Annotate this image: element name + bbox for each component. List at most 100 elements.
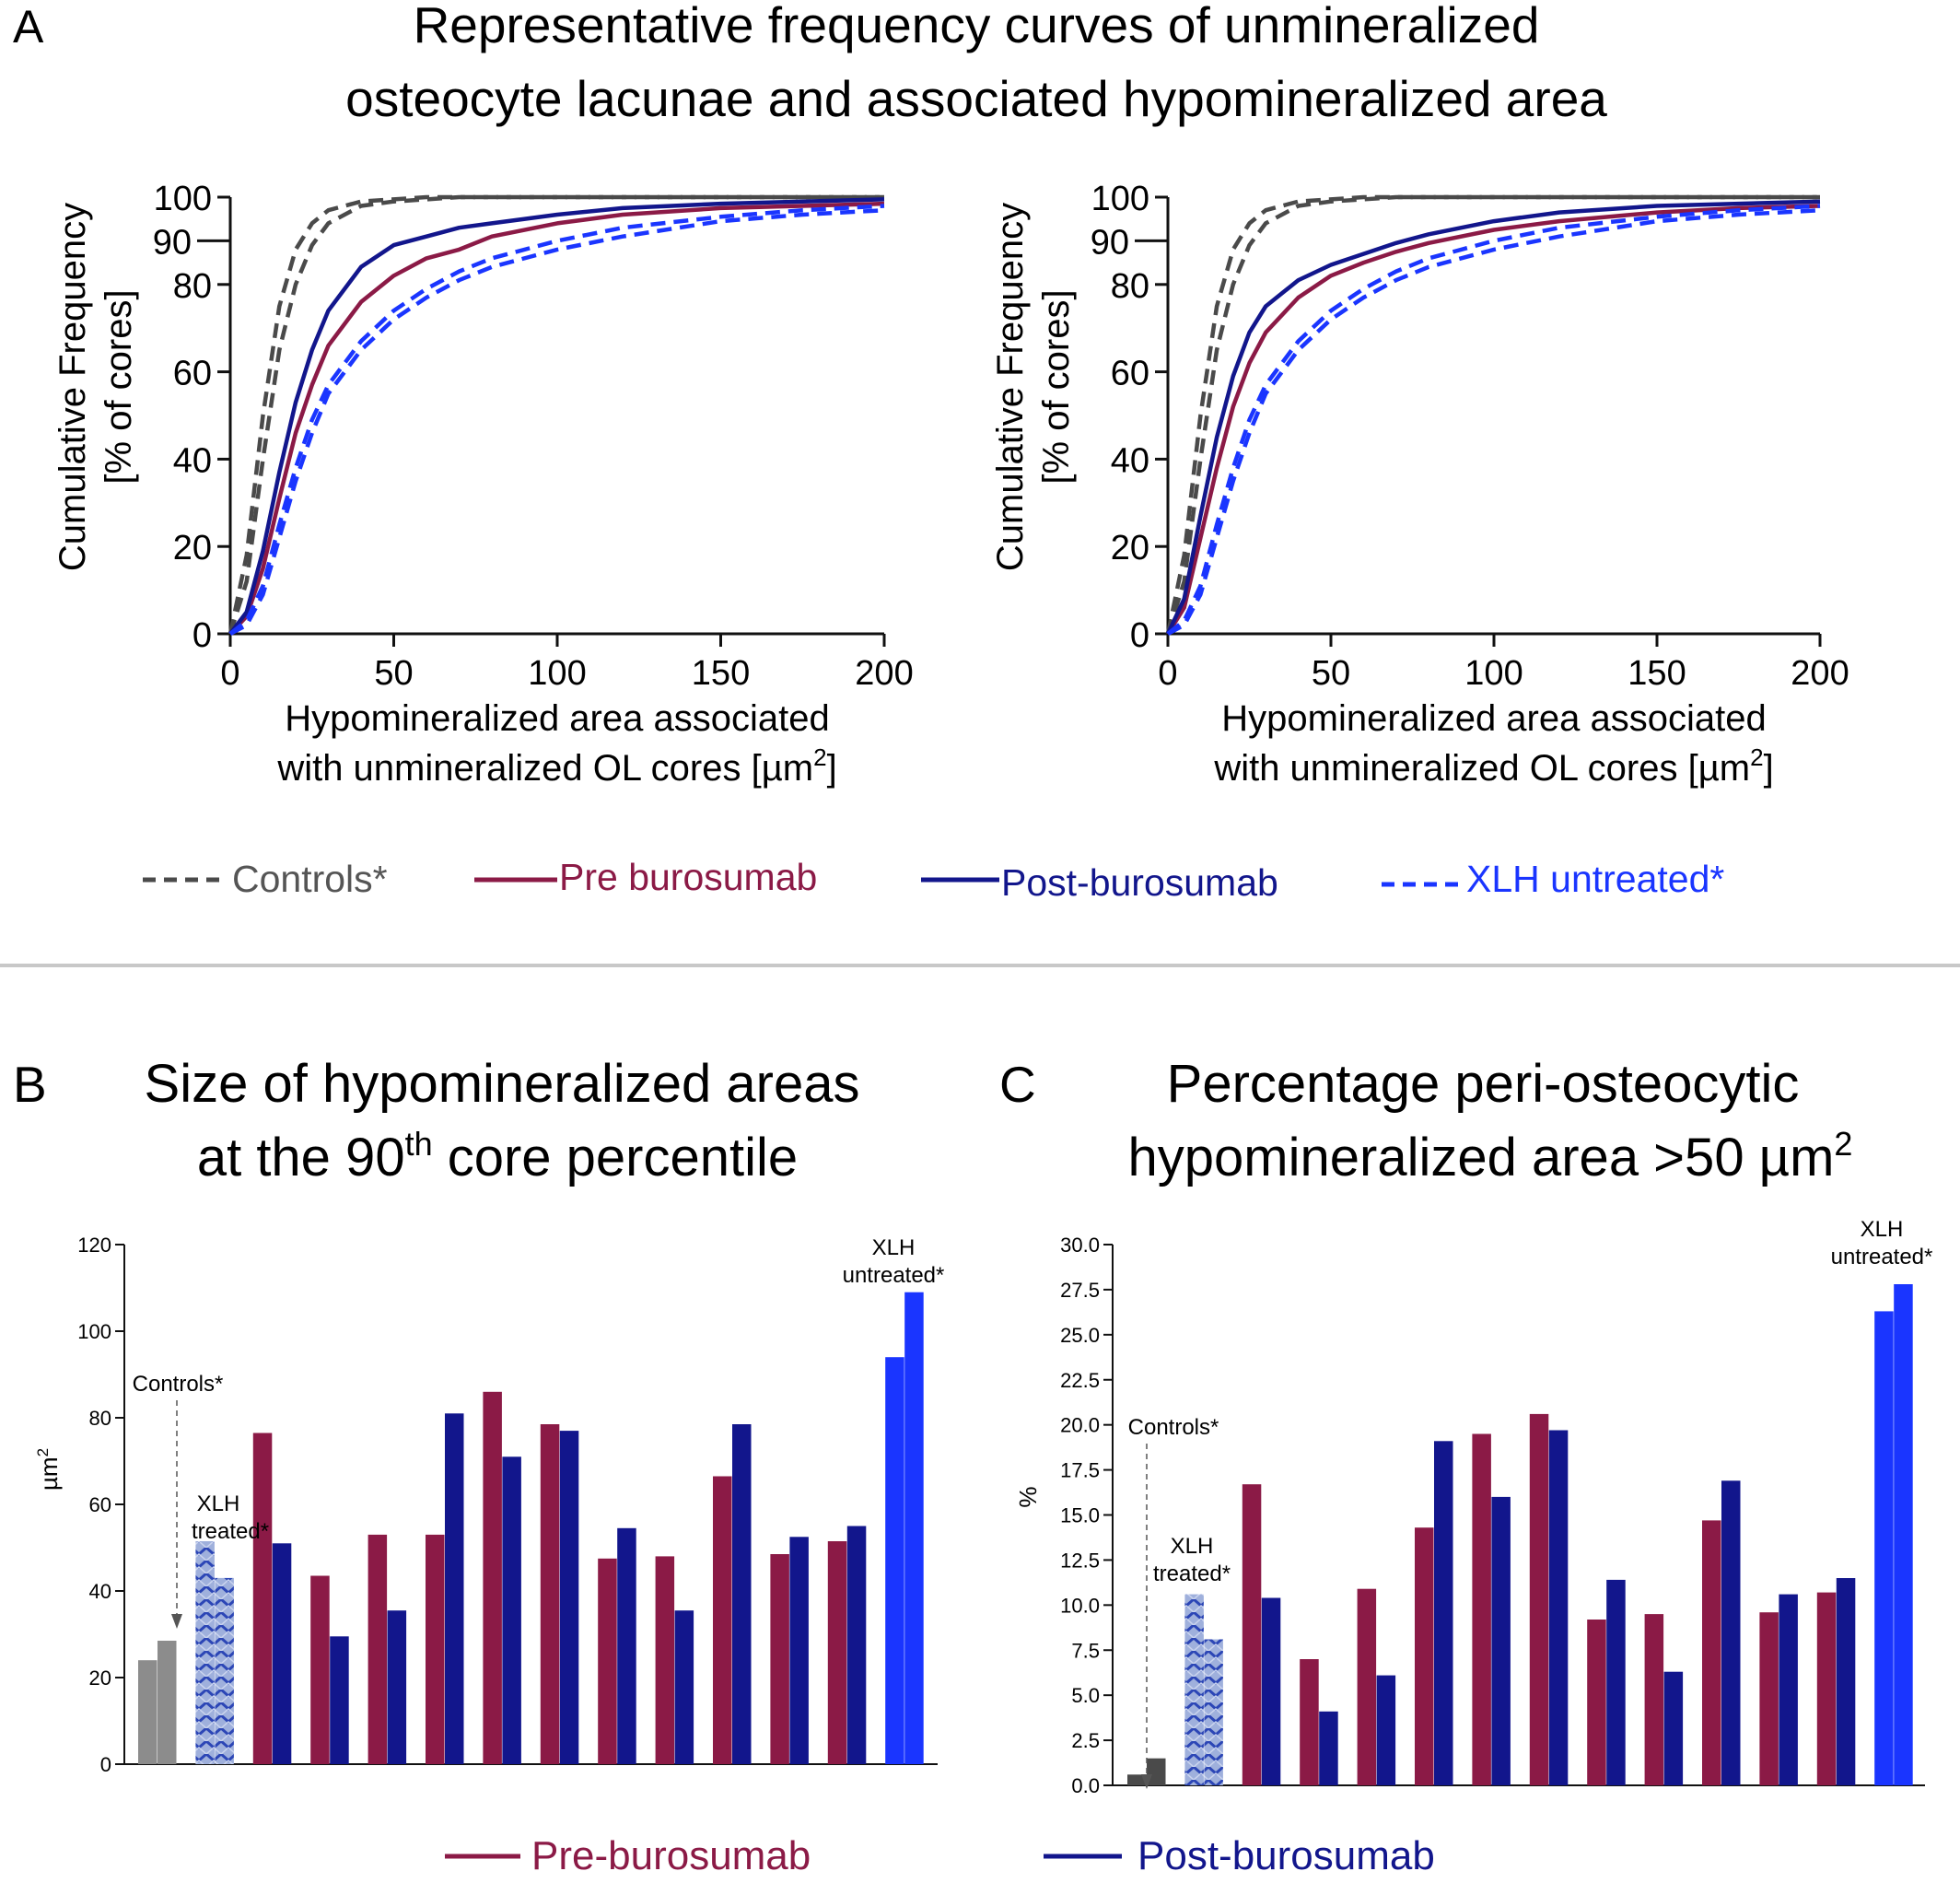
bar-c-ytick-label: 20.0 <box>1060 1414 1100 1437</box>
curve-left-xtick-label: 50 <box>374 654 413 693</box>
bar-b-controls-arrowhead <box>171 1614 182 1629</box>
bar-c-ytick-label: 0.0 <box>1071 1774 1100 1797</box>
bar-b-ylabel: µm2 <box>34 1448 63 1491</box>
bar-c-treated-label2: treated* <box>1153 1561 1231 1586</box>
bar-c-patient-bar <box>1606 1579 1626 1785</box>
curve-left-series-post-3 <box>228 197 885 636</box>
bar-chart-c: 0.0 2.5 5.0 7.5 10.0 12.5 15.0 17.5 20.0 22.5 25.0… <box>1014 1217 1932 1797</box>
legend-bc: Pre-burosumab Post-burosumab <box>445 1833 1435 1878</box>
bar-chart-c-area: 0.0 2.5 5.0 7.5 10.0 12.5 15.0 17.5 20.0 22.5 25.0… <box>1060 1234 1925 1797</box>
bar-c-ytick-label: 7.5 <box>1071 1639 1100 1662</box>
curve-right-xtick-label: 100 <box>1464 654 1522 693</box>
legend-bc-pre-label: Pre-burosumab <box>531 1833 811 1878</box>
bar-b-patient-bar <box>387 1610 407 1764</box>
curve-right-series-post-3 <box>1165 199 1821 635</box>
curve-left-ytick-label: 0 <box>192 616 212 655</box>
panel-a-title-line2: osteocyte lacunae and associated hypomin… <box>345 70 1607 127</box>
curve-plot-right: 0 20 40 60 80 90 100 0 50 100 150 200 Cumulative Fr… <box>990 180 1849 789</box>
bar-c-patient-bar <box>1663 1671 1684 1785</box>
bar-b-patient-bar <box>732 1424 752 1764</box>
bar-b-patient-bar <box>272 1543 292 1764</box>
bar-c-ytick-label: 25.0 <box>1060 1324 1100 1347</box>
curve-right-ytick-label: 80 <box>1111 267 1149 306</box>
curve-right-series-pre-2 <box>1166 204 1821 636</box>
bar-b-patient-bar <box>713 1476 732 1764</box>
bar-c-control-bar <box>1127 1774 1147 1785</box>
bar-c-patient-bar <box>1319 1711 1338 1785</box>
curve-right-series-controls-0 <box>1165 194 1820 635</box>
bar-c-ytick-label: 2.5 <box>1071 1729 1100 1752</box>
legend-a: Controls* Pre burosumab Post-burosumab X… <box>143 856 1724 904</box>
xlabel-left-sup: 2 <box>813 743 826 771</box>
bar-b-patient-bar <box>655 1556 675 1764</box>
bar-b-treated-label1: XLH <box>197 1491 240 1516</box>
bar-b-ytick-label: 40 <box>89 1580 111 1603</box>
bar-c-untreated-bar <box>1894 1284 1913 1785</box>
bar-c-patient-bar <box>1261 1597 1281 1785</box>
bar-c-patient-bar <box>1434 1441 1453 1785</box>
curve-left-series-untreated-4 <box>228 204 885 636</box>
curve-right-xtick-label: 0 <box>1158 654 1177 693</box>
panel-c-title-sup: 2 <box>1834 1125 1852 1163</box>
bar-b-patient-bar <box>368 1534 388 1764</box>
curve-right-ytick-label: 90 <box>1091 223 1129 262</box>
legend-a-untreated-label: XLH untreated* <box>1466 858 1724 900</box>
bar-b-patient-bar <box>426 1534 445 1764</box>
bar-b-patient-bar <box>252 1433 273 1764</box>
bar-c-ytick-label: 5.0 <box>1071 1684 1100 1707</box>
curve-left-xtick-label: 150 <box>692 654 750 693</box>
legend-bc-post-label: Post-burosumab <box>1138 1833 1435 1878</box>
bar-c-patient-bar <box>1472 1433 1491 1785</box>
bar-c-patient-bar <box>1357 1588 1377 1785</box>
bar-b-ytick-label: 0 <box>100 1753 111 1776</box>
bar-c-controls-arrowhead <box>1141 1774 1152 1789</box>
bar-chart-b: 0 20 40 60 80 100 120 µm2 Controls* XLH treate… <box>34 1234 944 1776</box>
bar-b-patient-bar <box>827 1541 847 1764</box>
curve-right-ytick-label: 100 <box>1091 180 1149 218</box>
bar-b-patient-bar <box>789 1537 809 1765</box>
xlabel-right-sup: 2 <box>1750 743 1763 771</box>
legend-a-post-label: Post-burosumab <box>1001 861 1278 904</box>
bar-c-patient-bar <box>1376 1675 1396 1785</box>
bar-c-untreated-label1: XLH <box>1861 1217 1904 1242</box>
bar-c-ytick-label: 10.0 <box>1060 1594 1100 1617</box>
bar-c-patient-bar <box>1644 1614 1664 1785</box>
xlabel-left-line2-text: with unmineralized OL cores [µm <box>276 748 813 789</box>
curve-left-series-controls-1 <box>228 194 884 635</box>
bar-c-patient-bar <box>1779 1594 1798 1785</box>
bar-b-patient-bar <box>330 1636 349 1764</box>
curve-left-series-untreated-5 <box>228 207 885 636</box>
bar-c-patient-bar <box>1529 1413 1549 1785</box>
bar-c-patient-bar <box>1816 1592 1837 1785</box>
curve-right-series-controls-1 <box>1165 194 1820 635</box>
bar-b-untreated-label1: XLH <box>872 1235 916 1260</box>
bar-c-patient-bar <box>1548 1430 1569 1785</box>
bar-c-patient-bar <box>1759 1612 1779 1785</box>
bar-b-ytick-label: 80 <box>89 1407 111 1430</box>
curve-right-series-untreated-5 <box>1166 207 1821 636</box>
curve-left-ytick-label: 40 <box>173 441 212 480</box>
bar-b-ytick-label: 120 <box>77 1234 111 1257</box>
bar-c-ytick-label: 17.5 <box>1060 1459 1100 1482</box>
bar-b-untreated-bar <box>904 1292 924 1764</box>
xlabel-right-line2-text: with unmineralized OL cores [µm <box>1213 748 1750 789</box>
panel-b-title-pre: at the 90 <box>197 1128 405 1187</box>
panel-b-title-post: core percentile <box>433 1128 799 1187</box>
bar-b-patient-bar <box>770 1554 789 1764</box>
bar-c-treated-bar <box>1204 1639 1223 1785</box>
bar-c-patient-bar <box>1300 1659 1319 1785</box>
panel-b-title-line2: at the 90th core percentile <box>197 1125 798 1187</box>
curve-right-series-untreated-4 <box>1166 204 1821 636</box>
xlabel-left-line2: with unmineralized OL cores [µm2] <box>276 743 836 789</box>
curve-plot-left: 0 20 40 60 80 90 100 0 50 100 150 200 Cumulative Fr… <box>52 180 914 789</box>
bar-b-patient-bar <box>310 1575 330 1764</box>
curve-left-ytick-label: 90 <box>153 223 192 262</box>
bar-b-patient-bar <box>445 1413 464 1764</box>
bar-b-patient-bar <box>540 1424 560 1764</box>
curve-right-xtick-label: 150 <box>1628 654 1686 693</box>
curve-left-xtick-label: 200 <box>855 654 913 693</box>
curve-right-ytick-label: 60 <box>1111 355 1149 393</box>
xlabel-left-end: ] <box>827 748 837 789</box>
ylabel-left-line2: [% of cores] <box>99 289 139 484</box>
